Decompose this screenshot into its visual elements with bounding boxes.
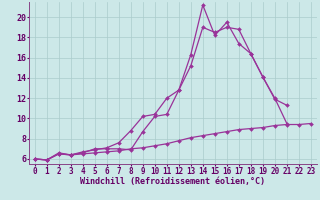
X-axis label: Windchill (Refroidissement éolien,°C): Windchill (Refroidissement éolien,°C) [80,177,265,186]
